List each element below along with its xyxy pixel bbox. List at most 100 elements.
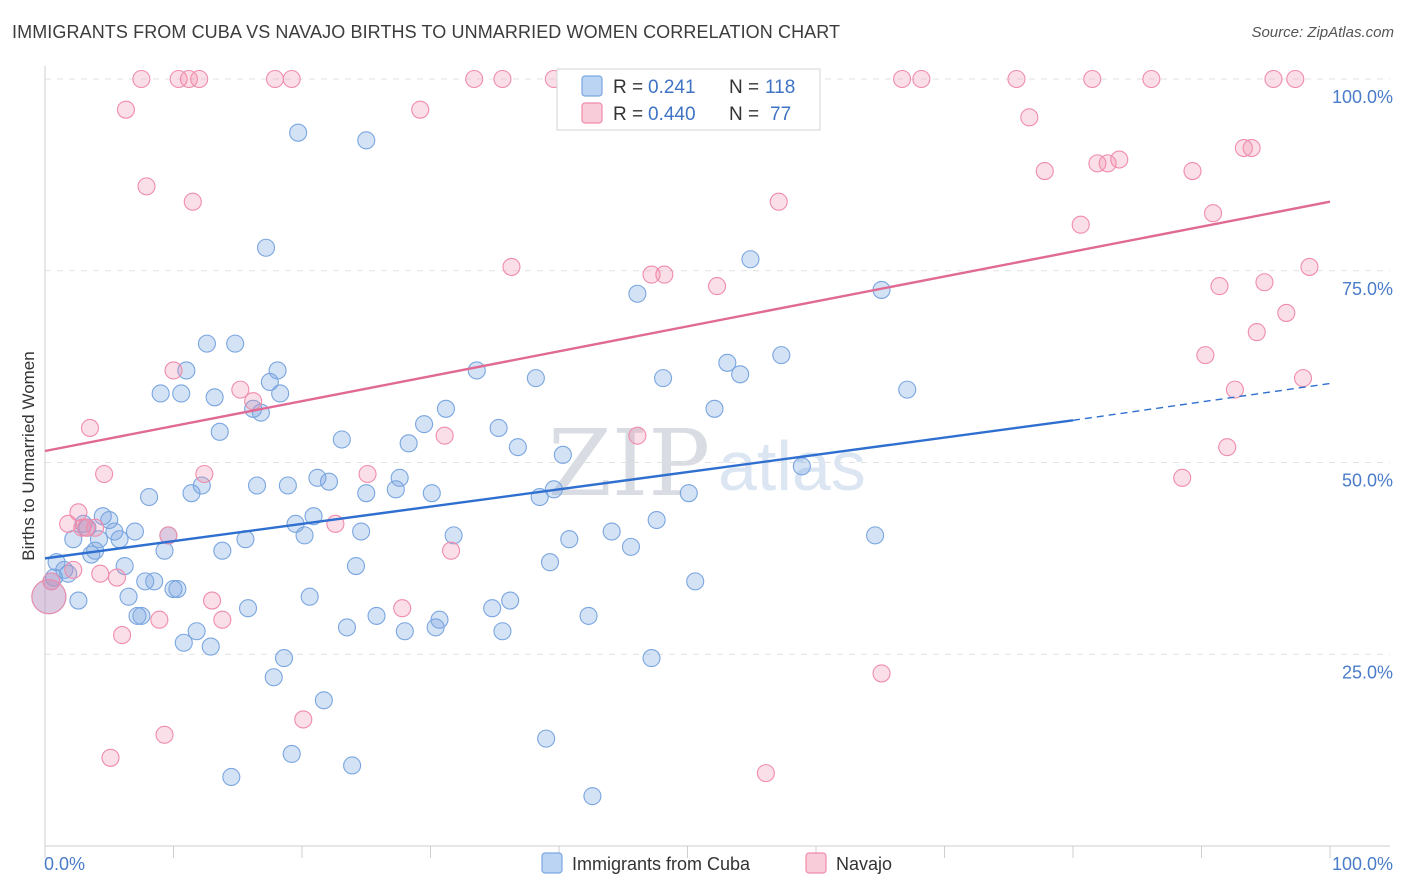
navajo-point [435, 426, 454, 445]
legend-r-label-cuba: R = [613, 77, 643, 98]
cuba-point [583, 787, 602, 806]
navajo-point [203, 591, 222, 610]
navajo-point [155, 725, 174, 744]
cuba-point [295, 526, 314, 545]
cuba-point [560, 530, 579, 549]
y-tick-label-0: 25.0% [1342, 662, 1393, 682]
cuba-point [319, 472, 339, 491]
navajo-point [1225, 380, 1244, 399]
navajo-point [1173, 468, 1192, 487]
cuba-point [274, 649, 294, 668]
navajo-point [708, 277, 727, 296]
cuba-point [705, 399, 724, 418]
navajo-point [1196, 346, 1215, 365]
navajo-point [1083, 69, 1102, 89]
navajo-point [1110, 150, 1129, 169]
cuba-point [304, 507, 323, 526]
tick-labels: 25.0% 50.0% 75.0% 100.0% 0.0% 100.0% [44, 87, 1393, 874]
legend-r-value-cuba: 0.241 [648, 77, 696, 98]
cuba-point [174, 633, 193, 652]
legend-bottom: Immigrants from Cuba Navajo [541, 852, 892, 874]
cuba-point [654, 369, 673, 388]
watermark: ZIP atlas [548, 410, 866, 517]
cuba-point [415, 415, 434, 434]
cuba-point [444, 526, 463, 545]
cuba-point [226, 334, 245, 353]
cuba-point [866, 526, 885, 545]
navajo-point [1020, 108, 1039, 127]
navajo-point [179, 69, 198, 89]
source-note: Source: ZipAtlas.com [1251, 24, 1394, 41]
legend-n-value-cuba: 118 [765, 77, 795, 98]
data-points [31, 69, 1319, 806]
cuba-point [110, 530, 129, 549]
navajo-point [1234, 138, 1253, 158]
cuba-point [553, 445, 572, 464]
cuba-point [271, 384, 290, 403]
navajo-point [265, 69, 285, 89]
legend-r-value-navajo: 0.440 [648, 104, 696, 125]
cuba-point [501, 591, 520, 610]
cuba-point [145, 572, 164, 591]
navajo-point [116, 100, 136, 119]
cuba-point [300, 587, 319, 606]
navajo-point [282, 69, 301, 89]
navajo-point [132, 69, 151, 89]
navajo-point [1218, 438, 1237, 457]
cuba-point [264, 668, 283, 687]
cuba-point [386, 480, 405, 499]
navajo-point [231, 380, 250, 399]
cuba-point [537, 729, 556, 748]
navajo-point [442, 541, 461, 560]
navajo-point [872, 664, 891, 683]
cuba-point [399, 434, 418, 453]
cuba-point [628, 284, 647, 303]
navajo-point [159, 526, 178, 545]
navajo-point [1300, 257, 1319, 276]
cuba-point [686, 572, 705, 591]
bottom-legend-swatch-navajo [805, 852, 827, 874]
cuba-point [467, 361, 486, 380]
cuba-point [222, 767, 241, 787]
navajo-point [101, 748, 120, 767]
cuba-point [346, 556, 366, 576]
navajo-point [113, 626, 132, 645]
cuba-point [642, 649, 661, 668]
navajo-point [244, 392, 263, 411]
navajo-point [164, 361, 183, 380]
cuba-point [128, 606, 147, 625]
cuba-point [898, 380, 917, 399]
navajo-point [69, 503, 88, 522]
cuba-point [489, 418, 508, 438]
navajo-point [107, 568, 127, 587]
cuba-point [201, 637, 220, 656]
navajo-point [195, 464, 214, 484]
cuba-point [422, 484, 441, 503]
cuba-point [352, 522, 371, 541]
cuba-point [282, 744, 301, 764]
navajo-point [642, 265, 661, 284]
navajo-point [1204, 204, 1223, 223]
legend-r-label-navajo: R = [613, 104, 643, 125]
cuba-point [210, 422, 229, 441]
cuba-point [168, 580, 187, 599]
navajo-point [1071, 215, 1090, 234]
navajo-point [190, 69, 209, 89]
cuba-point [100, 510, 119, 530]
legend-n-value-navajo: 77 [770, 104, 791, 125]
navajo-point [137, 177, 156, 196]
cuba-point [741, 250, 760, 269]
navajo-point [628, 426, 647, 445]
cuba-point [483, 599, 502, 618]
cuba-point [792, 457, 811, 476]
navajo-point [465, 69, 484, 89]
cuba-point [238, 599, 258, 618]
cuba-point [508, 438, 527, 457]
legend-n-label-navajo: N = [729, 104, 759, 125]
legend-top: R = 0.241 N = 118 R = 0.440 N = 77 [556, 68, 821, 131]
cuba-point [343, 756, 362, 775]
cuba-point [357, 484, 376, 503]
navajo-point [42, 572, 61, 591]
cuba-point [679, 484, 698, 503]
navajo-point [1142, 69, 1161, 89]
